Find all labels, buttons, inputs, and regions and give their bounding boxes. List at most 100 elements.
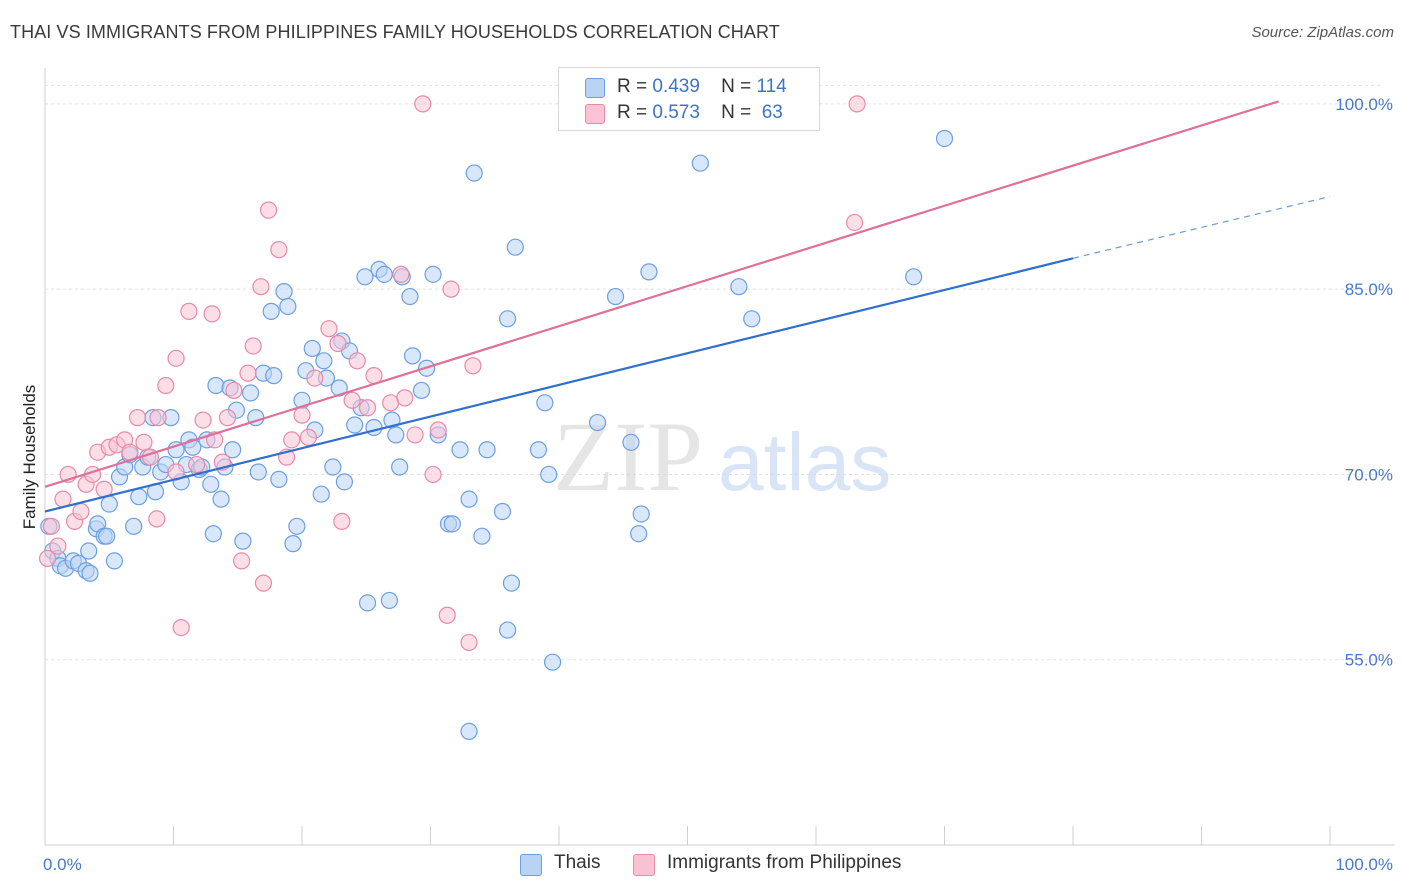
point-thais-92: [478, 441, 496, 459]
x-tick-label-0: 0.0%: [43, 855, 82, 874]
point-thais-58: [303, 339, 321, 358]
point-thais-110: [905, 268, 923, 286]
y-tick-label-70: 70.0%: [1345, 465, 1393, 484]
point-philippines-52: [392, 265, 410, 283]
x-tick-label-100: 100.0%: [1335, 855, 1393, 874]
point-thais-90: [465, 164, 483, 182]
legend-swatch-philippines: [585, 104, 605, 124]
point-thais-100: [543, 653, 562, 671]
point-thais-71: [358, 594, 377, 612]
point-philippines-1: [42, 517, 61, 535]
point-philippines-31: [225, 381, 243, 400]
point-thais-97: [529, 441, 548, 459]
point-philippines-0: [38, 549, 57, 568]
point-thais-95: [502, 574, 521, 592]
point-philippines-2: [49, 537, 67, 555]
point-thais-49: [262, 302, 280, 320]
legend-n-label: N =: [721, 76, 752, 97]
point-thais-104: [630, 525, 648, 543]
axes: [44, 68, 1395, 846]
point-thais-81: [403, 347, 422, 365]
point-thais-66: [335, 473, 354, 491]
legend-n-value-thais: 114: [756, 76, 787, 97]
series-label-thais: Thais: [554, 852, 601, 873]
point-philippines-60: [464, 357, 482, 375]
point-thais-68: [346, 416, 364, 434]
point-thais-113: [499, 621, 517, 639]
point-philippines-16: [135, 433, 153, 451]
legend-r-value-philippines: 0.573: [652, 102, 700, 123]
point-philippines-15: [128, 409, 147, 427]
point-philippines-45: [329, 334, 347, 353]
trend-extension-thais: [1072, 195, 1331, 259]
point-philippines-19: [149, 409, 167, 427]
point-philippines-6: [72, 502, 90, 521]
point-thais-61: [315, 352, 333, 370]
legend-r-label: R =: [617, 102, 648, 123]
y-axis-label: Family Households: [20, 385, 39, 530]
y-tick-label-85: 85.0%: [1345, 280, 1393, 299]
point-thais-87: [443, 515, 461, 533]
point-thais-99: [540, 465, 558, 484]
series-swatch-thais: [520, 854, 542, 876]
point-thais-102: [606, 287, 625, 306]
point-philippines-63: [848, 95, 866, 113]
point-thais-82: [412, 381, 431, 400]
point-thais-70: [356, 268, 374, 286]
point-philippines-43: [306, 369, 324, 387]
point-thais-54: [284, 535, 302, 553]
point-philippines-36: [254, 574, 273, 592]
point-thais-38: [207, 376, 225, 395]
legend-r-value-thais: 0.439: [652, 76, 700, 97]
legend-r-label: R =: [617, 76, 648, 97]
series-label-philippines: Immigrants from Philippines: [667, 852, 902, 873]
point-thais-52: [275, 283, 293, 301]
point-thais-80: [401, 287, 419, 306]
point-philippines-18: [148, 510, 166, 528]
point-philippines-20: [157, 376, 175, 395]
point-philippines-41: [293, 406, 311, 424]
point-thais-53: [279, 297, 297, 316]
point-thais-106: [640, 263, 658, 281]
series-swatch-philippines: [633, 854, 655, 876]
point-philippines-56: [429, 421, 447, 439]
tick-labels: 55.0% 70.0% 85.0% 100.0% 0.0% 100.0%: [43, 95, 1393, 874]
point-thais-47: [249, 463, 267, 481]
trend-lines: [44, 100, 1331, 513]
legend-n-value-philippines: 63: [761, 102, 783, 123]
point-thais-55: [288, 517, 306, 535]
watermark: ZIP atlas: [553, 401, 891, 512]
point-thais-60: [312, 485, 330, 503]
point-thais-14: [100, 495, 118, 513]
point-philippines-27: [203, 305, 221, 323]
point-philippines-54: [406, 426, 424, 444]
source-credit: Source: ZipAtlas.com: [1251, 24, 1394, 41]
point-philippines-37: [259, 201, 278, 219]
point-philippines-46: [333, 512, 351, 530]
point-thais-8: [80, 542, 98, 560]
point-thais-42: [224, 441, 242, 459]
point-thais-107: [691, 154, 709, 172]
point-philippines-62: [845, 213, 864, 232]
point-philippines-34: [244, 337, 262, 355]
data-points: [38, 95, 954, 740]
point-thais-36: [202, 475, 220, 493]
point-philippines-48: [348, 352, 366, 370]
point-thais-111: [935, 129, 954, 148]
point-philippines-44: [320, 320, 338, 338]
point-thais-15: [105, 552, 123, 570]
point-philippines-32: [233, 552, 251, 570]
point-thais-13: [98, 527, 116, 545]
point-thais-94: [499, 310, 517, 328]
point-philippines-47: [343, 391, 361, 409]
point-philippines-26: [194, 411, 212, 429]
point-philippines-24: [180, 302, 198, 320]
point-philippines-58: [442, 280, 460, 298]
chart-title: THAI VS IMMIGRANTS FROM PHILIPPINES FAMI…: [10, 22, 780, 42]
point-philippines-25: [188, 455, 206, 474]
trend-line-thais: [44, 257, 1074, 513]
point-thais-77: [387, 426, 405, 444]
point-thais-78: [391, 458, 409, 476]
point-philippines-23: [172, 619, 190, 637]
